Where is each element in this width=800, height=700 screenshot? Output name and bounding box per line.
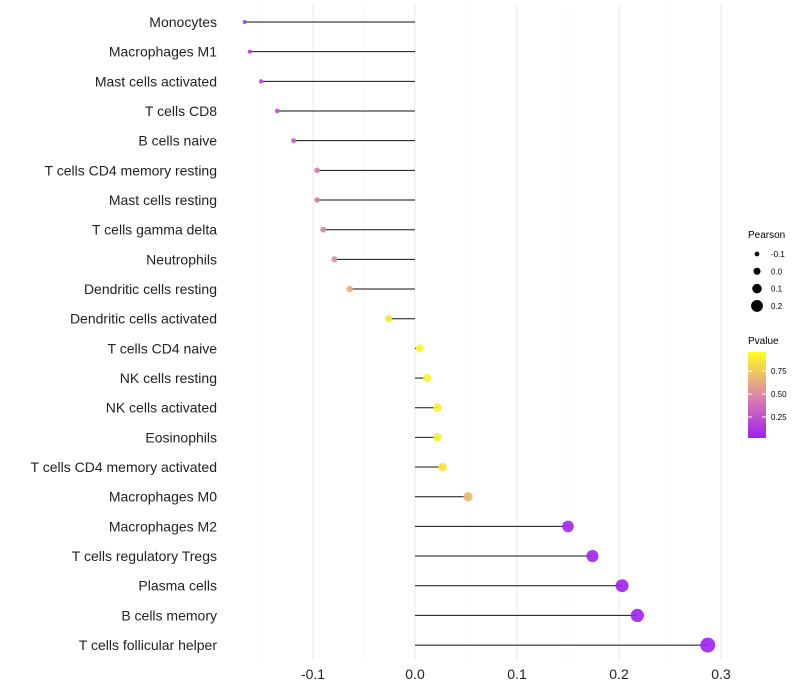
grid xyxy=(261,5,722,660)
category-label: T cells regulatory Tregs xyxy=(72,548,217,564)
point xyxy=(630,608,644,623)
category-label: Neutrophils xyxy=(146,251,217,267)
point xyxy=(314,167,320,174)
point xyxy=(314,197,320,203)
point xyxy=(463,492,473,502)
stems xyxy=(244,21,708,646)
category-label: Dendritic cells resting xyxy=(84,281,217,297)
color-legend-label: 0.75 xyxy=(771,367,787,376)
size-legend-dot xyxy=(754,251,760,257)
point xyxy=(242,19,247,25)
size-legend-label: 0.1 xyxy=(771,285,783,294)
point xyxy=(291,138,297,144)
point xyxy=(615,579,629,593)
x-axis-labels: -0.1 0.0 0.1 0.2 0.3 xyxy=(301,666,731,682)
category-label: Plasma cells xyxy=(138,578,217,594)
size-legend-label: 0.0 xyxy=(771,267,783,276)
point xyxy=(274,108,280,114)
point xyxy=(562,520,574,533)
category-label: Eosinophils xyxy=(145,429,217,445)
x-tick-label: 0.0 xyxy=(405,666,425,682)
category-label: Dendritic cells activated xyxy=(70,311,217,327)
category-label: B cells memory xyxy=(121,607,217,623)
category-label: Monocytes xyxy=(149,14,217,30)
category-label: NK cells resting xyxy=(120,370,217,386)
legend: Pearson -0.1 0.0 0.1 0.2 Pvalue 0.75 0.50 0.2… xyxy=(748,230,787,438)
point xyxy=(700,637,716,653)
point xyxy=(433,403,442,413)
category-label: T cells CD4 memory activated xyxy=(31,459,217,475)
size-legend-dot xyxy=(752,283,762,294)
x-tick-label: -0.1 xyxy=(301,666,325,682)
point xyxy=(247,49,252,54)
point xyxy=(433,433,442,442)
size-legend-dot xyxy=(753,267,761,275)
category-label: T cells follicular helper xyxy=(79,637,218,653)
point xyxy=(586,549,599,563)
size-legend-label: -0.1 xyxy=(771,250,785,259)
category-label: Mast cells activated xyxy=(95,73,217,89)
category-label: T cells gamma delta xyxy=(92,222,217,238)
point xyxy=(320,226,327,233)
point xyxy=(384,314,393,323)
x-tick-label: 0.1 xyxy=(507,666,527,682)
point xyxy=(346,285,353,293)
category-label: T cells CD8 xyxy=(145,103,217,119)
point xyxy=(331,256,338,263)
size-legend-title: Pearson xyxy=(748,230,785,241)
category-label: Mast cells resting xyxy=(109,192,217,208)
color-bar xyxy=(748,352,766,438)
size-legend-label: 0.2 xyxy=(771,302,783,311)
point xyxy=(438,462,447,472)
category-label: NK cells activated xyxy=(106,400,217,416)
category-label: Macrophages M0 xyxy=(109,489,217,505)
category-label: Macrophages M1 xyxy=(109,44,217,60)
points xyxy=(242,19,716,653)
size-legend-dot xyxy=(751,299,763,312)
x-tick-label: 0.2 xyxy=(609,666,629,682)
category-label: T cells CD4 naive xyxy=(108,340,218,356)
point xyxy=(258,79,264,84)
point xyxy=(423,373,432,383)
color-legend-label: 0.25 xyxy=(771,413,787,422)
color-legend-title: Pvalue xyxy=(748,336,779,347)
point xyxy=(416,344,425,353)
category-label: T cells CD4 memory resting xyxy=(45,162,217,178)
color-legend-label: 0.50 xyxy=(771,390,787,399)
category-label: B cells naive xyxy=(138,133,217,149)
x-tick-label: 0.3 xyxy=(711,666,731,682)
y-axis-labels: Monocytes Macrophages M1 Mast cells activa… xyxy=(31,14,218,653)
category-label: Macrophages M2 xyxy=(109,518,217,534)
